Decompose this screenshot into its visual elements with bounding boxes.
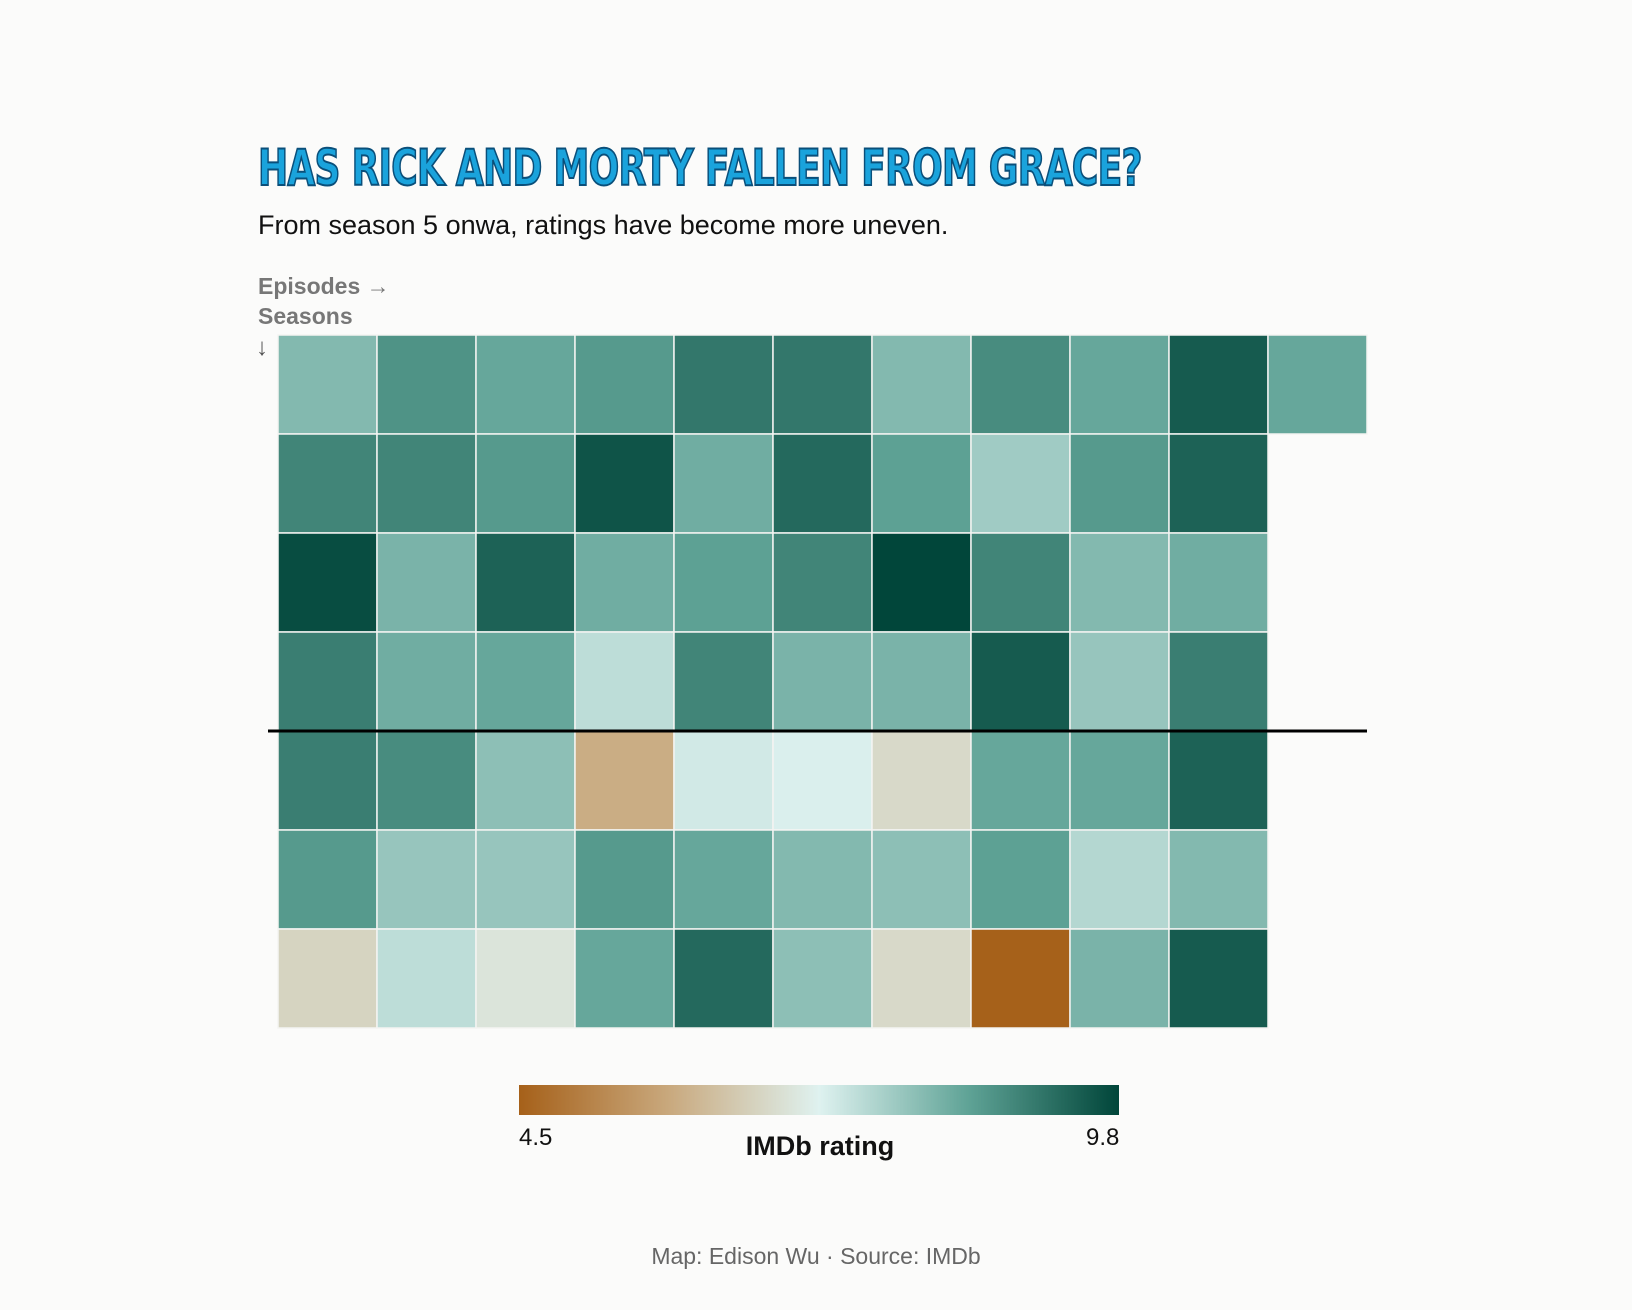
legend-max-label: 9.8 <box>1086 1124 1120 1151</box>
heatmap-cell-s1-e5 <box>673 334 774 435</box>
heatmap-cell-s3-e10 <box>1168 532 1269 633</box>
heatmap-cell-s7-e2 <box>376 928 477 1029</box>
heatmap-cell-s1-e1 <box>277 334 378 435</box>
heatmap-cell-s4-e10 <box>1168 631 1269 732</box>
heatmap-cell-s2-e1 <box>277 433 378 534</box>
heatmap-cell-s5-e6 <box>772 730 873 831</box>
heatmap-cell-s1-e8 <box>970 334 1071 435</box>
heatmap-cell-s2-e5 <box>673 433 774 534</box>
heatmap-cell-s5-e2 <box>376 730 477 831</box>
heatmap-cell-s4-e3 <box>475 631 576 732</box>
heatmap-cell-s2-e9 <box>1069 433 1170 534</box>
heatmap-cell-s4-e7 <box>871 631 972 732</box>
episodes-axis-label: Episodes → <box>258 273 390 299</box>
heatmap-cell-s1-e6 <box>772 334 873 435</box>
heatmap-cell-s5-e9 <box>1069 730 1170 831</box>
heatmap-cell-s4-e4 <box>574 631 675 732</box>
heatmap-cell-s1-e10 <box>1168 334 1269 435</box>
heatmap-cell-s7-e9 <box>1069 928 1170 1029</box>
heatmap-cell-s6-e2 <box>376 829 477 930</box>
heatmap-cell-s7-e1 <box>277 928 378 1029</box>
heatmap-chart <box>268 334 1368 1029</box>
heatmap-cell-s6-e4 <box>574 829 675 930</box>
heatmap-cell-s7-e7 <box>871 928 972 1029</box>
heatmap-cell-s1-e2 <box>376 334 477 435</box>
heatmap-cell-s4-e5 <box>673 631 774 732</box>
heatmap-cell-s5-e5 <box>673 730 774 831</box>
heatmap-cell-s5-e7 <box>871 730 972 831</box>
heatmap-cell-s3-e6 <box>772 532 873 633</box>
heatmap-cell-s4-e9 <box>1069 631 1170 732</box>
chart-title: Has Rick and Morty Fallen From Grace? <box>257 138 1143 198</box>
heatmap-cell-s5-e3 <box>475 730 576 831</box>
heatmap-cell-s6-e10 <box>1168 829 1269 930</box>
heatmap-cell-s3-e4 <box>574 532 675 633</box>
heatmap-cell-s3-e7 <box>871 532 972 633</box>
heatmap-cell-s3-e3 <box>475 532 576 633</box>
heatmap-cell-s2-e6 <box>772 433 873 534</box>
legend-min-label: 4.5 <box>519 1124 553 1151</box>
heatmap-cell-s7-e8 <box>970 928 1071 1029</box>
heatmap-cell-s7-e5 <box>673 928 774 1029</box>
legend-title: IMDb rating <box>745 1131 895 1161</box>
heatmap-cell-s2-e2 <box>376 433 477 534</box>
heatmap-cell-s3-e5 <box>673 532 774 633</box>
heatmap-cell-s1-e4 <box>574 334 675 435</box>
heatmap-cell-s3-e2 <box>376 532 477 633</box>
heatmap-cell-s5-e8 <box>970 730 1071 831</box>
heatmap-cell-s1-e11 <box>1267 334 1368 435</box>
seasons-arrow-icon: ↓ <box>256 334 268 361</box>
heatmap-cell-s4-e6 <box>772 631 873 732</box>
heatmap-cell-s7-e10 <box>1168 928 1269 1029</box>
heatmap-cell-s2-e8 <box>970 433 1071 534</box>
chart-subtitle: From season 5 onwa, ratings have become … <box>258 210 949 240</box>
heatmap-cell-s6-e9 <box>1069 829 1170 930</box>
heatmap-cell-s2-e10 <box>1168 433 1269 534</box>
source-credit: Map: Edison Wu · Source: IMDb <box>651 1243 981 1269</box>
heatmap-cell-s2-e7 <box>871 433 972 534</box>
heatmap-cell-s5-e10 <box>1168 730 1269 831</box>
heatmap-cell-s4-e8 <box>970 631 1071 732</box>
heatmap-cell-s2-e4 <box>574 433 675 534</box>
heatmap-cell-s6-e8 <box>970 829 1071 930</box>
heatmap-cell-s3-e1 <box>277 532 378 633</box>
heatmap-cell-s6-e3 <box>475 829 576 930</box>
heatmap-cell-s6-e5 <box>673 829 774 930</box>
heatmap-cell-s7-e4 <box>574 928 675 1029</box>
heatmap-cell-s1-e7 <box>871 334 972 435</box>
heatmap-cell-s5-e1 <box>277 730 378 831</box>
heatmap-cell-s5-e4 <box>574 730 675 831</box>
seasons-axis-label: Seasons <box>258 303 353 329</box>
heatmap-cell-s2-e3 <box>475 433 576 534</box>
heatmap-cell-s6-e1 <box>277 829 378 930</box>
legend-color-bar <box>519 1085 1119 1115</box>
heatmap-cell-s6-e7 <box>871 829 972 930</box>
heatmap-cell-s3-e8 <box>970 532 1071 633</box>
heatmap-cell-s4-e2 <box>376 631 477 732</box>
heatmap-cell-s1-e3 <box>475 334 576 435</box>
heatmap-cell-s7-e3 <box>475 928 576 1029</box>
heatmap-cell-s7-e6 <box>772 928 873 1029</box>
heatmap-cell-s3-e9 <box>1069 532 1170 633</box>
heatmap-cell-s1-e9 <box>1069 334 1170 435</box>
heatmap-cell-s4-e1 <box>277 631 378 732</box>
heatmap-cell-s6-e6 <box>772 829 873 930</box>
